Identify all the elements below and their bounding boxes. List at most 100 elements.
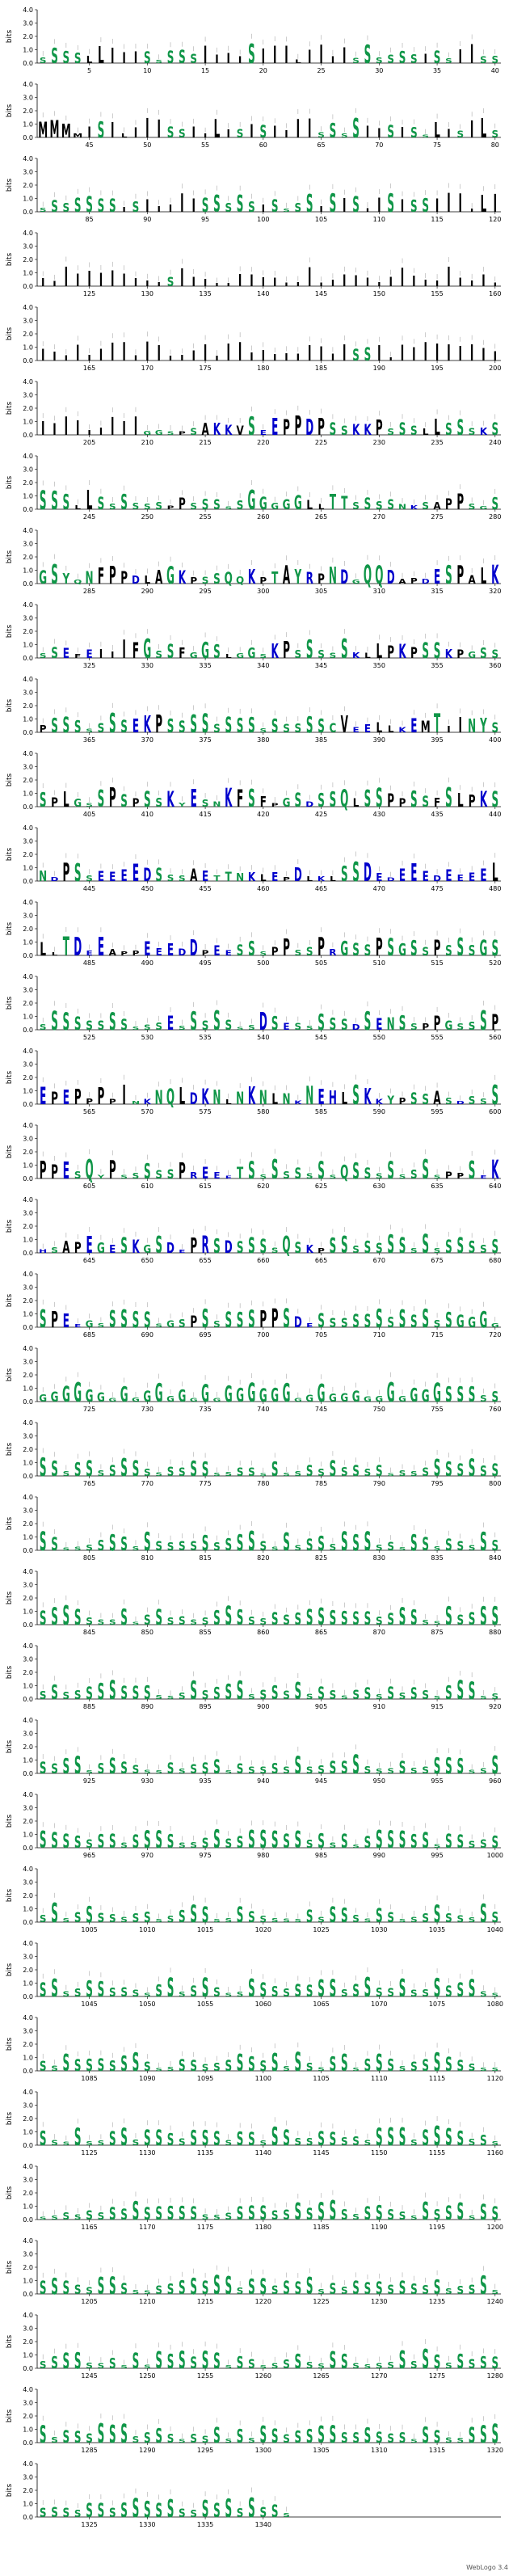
logo-letter: S — [202, 1903, 209, 1928]
logo-letter: S — [283, 1764, 290, 1776]
logo-letter: S — [341, 1758, 348, 1778]
logo-letter: S — [330, 2422, 337, 2449]
logo-letter: S — [202, 2126, 209, 2151]
logo-letter: S — [63, 1689, 70, 1701]
logo-letter: S — [445, 1912, 452, 1926]
logo-letter: S — [456, 2199, 464, 2226]
y-tick-label: 2.0 — [23, 1520, 33, 1528]
logo-letter: E — [317, 1085, 324, 1110]
x-tick-label: 435 — [431, 811, 443, 818]
x-tick-label: 390 — [373, 736, 385, 744]
logo-letter: S — [179, 1025, 186, 1031]
logo-letter: S — [167, 2494, 175, 2523]
logo-letter: T — [330, 490, 336, 515]
logo-letter: I — [191, 123, 195, 141]
logo-letter: K — [317, 876, 326, 883]
x-tick-label: 1040 — [487, 1926, 503, 1933]
logo-letter: S — [109, 1530, 116, 1556]
logo-letter: S — [271, 196, 279, 217]
logo-letter: P — [51, 1162, 58, 1184]
logo-letter: G — [225, 1381, 233, 1407]
x-tick-label: 25 — [317, 67, 325, 74]
x-tick-label: 680 — [489, 1257, 501, 1264]
logo-letter: S — [260, 2275, 267, 2300]
logo-letter: I — [157, 115, 160, 144]
y-tick-label: 4.0 — [23, 1196, 33, 1204]
y-tick-label: 0.0 — [23, 506, 33, 513]
y-axis-label: bits — [6, 178, 14, 192]
logo-letter: S — [179, 1539, 186, 1554]
logo-letter: G — [62, 1381, 70, 1406]
logo-letter: L — [63, 788, 69, 812]
logo-letter: S — [352, 1688, 360, 1702]
logo-letter: C — [330, 721, 337, 736]
logo-letter: S — [306, 1026, 313, 1031]
logo-letter: I — [134, 355, 137, 363]
y-tick-label: 2.0 — [23, 1446, 33, 1453]
logo-letter: I — [423, 337, 427, 367]
logo-letter: S — [480, 1097, 487, 1106]
x-tick-label: 1010 — [139, 1926, 155, 1933]
logo-letter: S — [364, 344, 372, 365]
y-tick-label: 4.0 — [23, 81, 33, 88]
logo-letter: S — [330, 1903, 337, 1928]
logo-letter: S — [248, 2275, 255, 2300]
logo-letter: S — [456, 2350, 464, 2373]
logo-letter: S — [306, 2205, 313, 2224]
logo-letter: S — [410, 1248, 418, 1254]
y-axis-label: bits — [6, 1516, 14, 1530]
logo-letter: L — [457, 791, 464, 812]
logo-letter: S — [387, 1684, 394, 1705]
logo-letter: S — [480, 2354, 487, 2372]
logo-letter: S — [190, 1457, 197, 1482]
logo-letter: S — [40, 1527, 47, 1557]
logo-letter: A — [62, 1237, 70, 1256]
logo-letter: S — [225, 1680, 232, 1705]
y-tick-label: 0.0 — [23, 2365, 33, 2372]
logo-letter: N — [155, 1088, 163, 1109]
logo-letter: I — [273, 276, 276, 289]
y-tick-label: 0.0 — [23, 1770, 33, 1777]
logo-letter: P — [271, 803, 279, 808]
logo-letter: S — [330, 2194, 337, 2226]
logo-letter: G — [340, 1392, 348, 1405]
logo-letter: S — [190, 711, 197, 739]
x-tick-label: 455 — [199, 885, 211, 892]
logo-letter: S — [295, 1470, 302, 1478]
y-tick-label: 3.0 — [23, 1061, 33, 1069]
logo-letter: S — [202, 1457, 209, 1481]
logo-letter: S — [434, 638, 441, 663]
y-tick-label: 1.0 — [23, 1162, 33, 1170]
x-tick-label: 155 — [431, 290, 443, 297]
y-axis-label: bits — [6, 996, 14, 1010]
logo-letter: S — [213, 1985, 221, 2000]
logo-letter: S — [237, 2507, 244, 2520]
x-tick-label: 1070 — [371, 2001, 387, 2008]
logo-letter: S — [155, 2348, 162, 2375]
x-tick-label: 90 — [143, 216, 151, 223]
x-tick-label: 445 — [83, 885, 95, 892]
x-tick-label: 605 — [83, 1183, 95, 1190]
logo-letter: S — [271, 1760, 279, 1777]
logo-letter: V — [236, 424, 243, 438]
x-tick-label: 975 — [199, 1852, 211, 1859]
y-tick-label: 4.0 — [23, 750, 33, 757]
x-tick-label: 320 — [489, 588, 501, 595]
logo-letter: S — [469, 1917, 476, 1924]
logo-letter: S — [63, 2506, 70, 2521]
logo-letter: I — [191, 275, 195, 289]
logo-letter: S — [480, 2422, 487, 2449]
logo-letter: S — [167, 873, 175, 883]
y-tick-label: 1.0 — [23, 642, 33, 649]
logo-letter: S — [213, 1606, 221, 1629]
logo-letter: S — [190, 1539, 197, 1554]
logo-letter: P — [456, 648, 464, 661]
logo-letter: S — [40, 788, 47, 812]
logo-letter: L — [330, 876, 336, 883]
logo-letter: S — [306, 946, 313, 959]
x-tick-label: 985 — [315, 1852, 327, 1859]
logo-letter: S — [74, 1546, 82, 1552]
logo-letter: S — [399, 2278, 406, 2299]
logo-letter: S — [202, 575, 209, 586]
